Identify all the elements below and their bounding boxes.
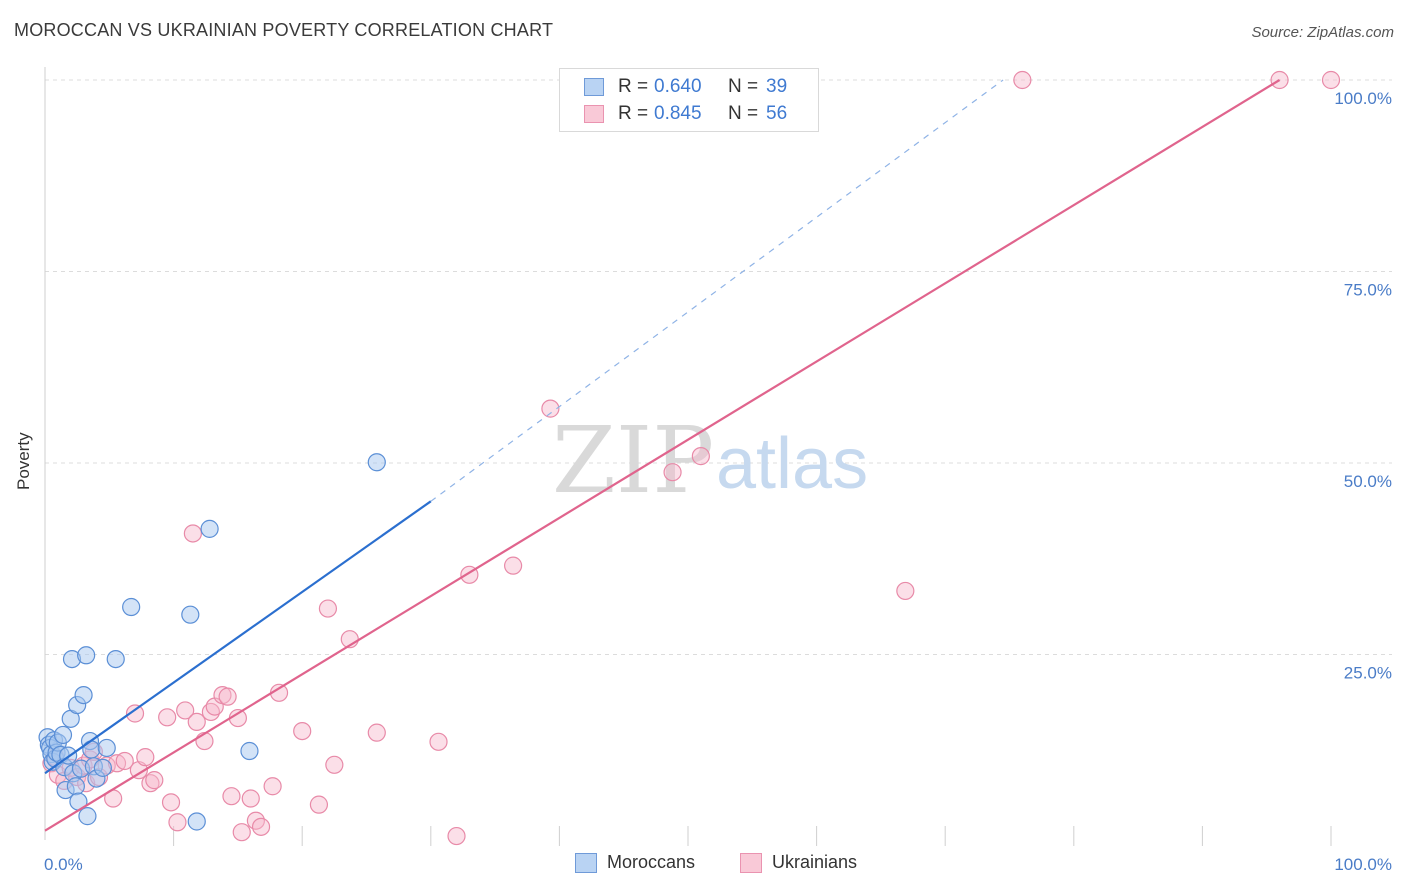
legend-r-label: R =: [618, 76, 649, 97]
legend-r-value: 0.845: [654, 103, 702, 124]
ukrainian-point: [263, 777, 282, 796]
ukrainian-point: [1013, 70, 1032, 90]
ukrainian-point: [251, 817, 271, 836]
ukrainian-point: [125, 704, 145, 723]
ukrainian-point: [367, 723, 386, 742]
ukrainian-point: [222, 787, 241, 806]
ukrainian-point: [115, 751, 134, 771]
ukrainian-point: [325, 755, 344, 774]
ukrainian-point: [1321, 70, 1341, 90]
moroccans-trend-line: [44, 500, 432, 775]
y-tick-label: 25.0%: [1344, 664, 1392, 683]
x-tick-label: 100.0%: [1334, 855, 1392, 874]
ukrainian-point: [241, 789, 260, 808]
ukrainian-point: [447, 826, 466, 846]
ukrainian-point: [663, 463, 682, 482]
ukrainian-point: [541, 399, 560, 418]
source-credit: Source: ZipAtlas.com: [1251, 24, 1394, 41]
moroccan-point: [66, 777, 85, 796]
ukrainian-point: [195, 731, 214, 751]
ukrainian-point: [691, 447, 710, 466]
moroccans-swatch: [584, 78, 604, 96]
moroccan-point: [53, 725, 73, 745]
ukrainian-point: [176, 701, 195, 720]
ukrainian-point: [145, 771, 164, 790]
moroccans-legend-label: Moroccans: [607, 852, 696, 872]
ukrainians-legend-label: Ukrainians: [772, 852, 858, 872]
moroccan-point: [97, 738, 116, 758]
ukrainian-point: [293, 721, 312, 741]
moroccan-point: [122, 597, 141, 617]
moroccan-point: [200, 519, 219, 538]
moroccan-point: [181, 605, 200, 624]
moroccan-point: [106, 649, 125, 669]
legend-n-label: N =: [728, 76, 759, 97]
bottom-legend-ukrainians: Ukrainians: [740, 852, 857, 873]
x-tick-label: 0.0%: [44, 855, 83, 874]
axes: [44, 67, 1332, 846]
ukrainians-trend-line: [44, 79, 1281, 832]
tick-labels: 25.0% 50.0% 75.0% 100.0% 0.0% 100.0%: [44, 89, 1392, 874]
correlation-legend: R = 0.640 N = 39 R = 0.845 N = 56: [559, 68, 819, 132]
moroccan-point: [367, 453, 386, 472]
bottom-legend-moroccans: Moroccans: [575, 852, 695, 873]
y-tick-label: 50.0%: [1344, 472, 1392, 491]
moroccan-point: [240, 741, 259, 761]
ukrainian-point: [158, 708, 177, 727]
watermark-zip: ZIP: [552, 407, 714, 514]
legend-row-ukrainians: R = 0.845 N = 56: [584, 102, 787, 126]
ukrainian-point: [896, 581, 915, 601]
moroccans-points: [38, 453, 386, 831]
watermark: ZIP atlas: [552, 407, 868, 514]
legend-n-value: 39: [766, 76, 788, 97]
ukrainian-point: [161, 793, 181, 812]
legend-r-label: R =: [618, 103, 649, 124]
ukrainian-point: [429, 732, 448, 751]
moroccan-point: [187, 812, 206, 831]
ukrainian-point: [232, 823, 251, 842]
moroccan-point: [93, 758, 112, 777]
legend-row-moroccans: R = 0.640 N = 39: [584, 75, 787, 99]
moroccan-point: [77, 646, 96, 665]
moroccans-trend-extension: [430, 79, 1004, 502]
ukrainian-point: [168, 813, 187, 832]
ukrainians-legend-swatch: [740, 852, 762, 873]
ukrainian-point: [309, 795, 329, 814]
gridlines: [45, 79, 1392, 655]
moroccans-legend-swatch: [575, 852, 597, 873]
moroccan-point: [74, 685, 93, 705]
ukrainian-point: [187, 712, 206, 732]
ukrainian-point: [504, 556, 523, 575]
chart-title: MOROCCAN VS UKRAINIAN POVERTY CORRELATIO…: [14, 20, 554, 40]
ukrainian-point: [183, 524, 202, 543]
ukrainian-point: [136, 748, 155, 767]
legend-r-value: 0.640: [654, 76, 702, 97]
ukrainians-swatch: [584, 105, 604, 123]
moroccan-point: [78, 807, 97, 826]
trend-lines: [44, 79, 1281, 832]
y-tick-label: 75.0%: [1344, 281, 1392, 300]
legend-n-value: 56: [766, 103, 788, 124]
ukrainian-point: [218, 687, 237, 706]
watermark-atlas: atlas: [716, 424, 868, 504]
ukrainian-point: [318, 599, 338, 618]
legend-n-label: N =: [728, 103, 759, 124]
y-tick-label: 100.0%: [1334, 89, 1392, 108]
